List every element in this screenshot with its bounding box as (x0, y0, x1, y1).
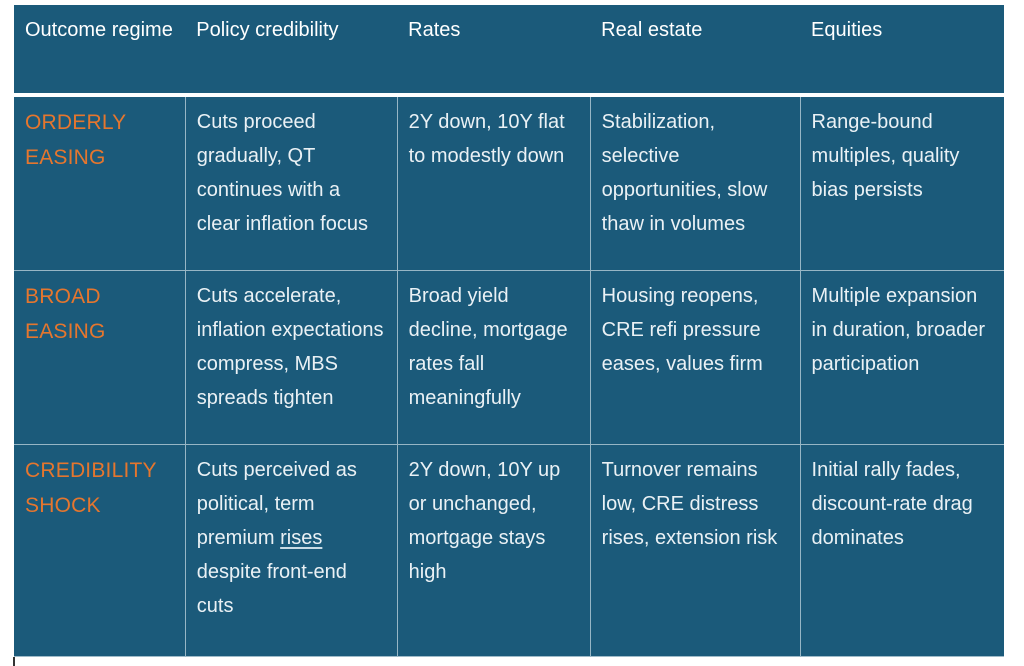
header-row: Outcome regime Policy credibility Rates Rea… (14, 5, 1004, 97)
table-cell: Housing reopens, CRE refi pressure eases… (590, 269, 801, 445)
regime-cell: BROAD EASING (14, 269, 186, 445)
table-row: BROAD EASING Cuts accelerate, inflation e… (14, 269, 1004, 445)
table-cell: Cuts perceived as political, term premiu… (185, 443, 398, 657)
regime-cell: CREDIBILITY SHOCK (14, 443, 186, 657)
table-row: ORDERLY EASING Cuts proceed gradually, QT… (14, 95, 1004, 271)
column-header: Outcome regime (14, 5, 186, 97)
column-header: Equities (800, 5, 1004, 97)
table-cell: Range-bound multiples, quality bias pers… (811, 111, 960, 201)
column-header: Policy credibility (185, 5, 398, 97)
table-body: ORDERLY EASING Cuts proceed gradually, QT… (14, 95, 1004, 657)
table-cell: Cuts accelerate, inflation expectations … (185, 269, 398, 445)
table-cell: Turnover remains low, CRE distress rises… (590, 443, 801, 657)
column-header: Real estate (590, 5, 801, 97)
table-cell: Multiple expansion in duration, broader … (800, 269, 1004, 445)
table-cell: Broad yield decline, mortgage rates fall… (397, 269, 591, 445)
table-row: CREDIBILITY SHOCK Cuts perceived as polit… (14, 443, 1004, 657)
underlined-word: rises (280, 526, 323, 549)
table-cell: 2Y down, 10Y flat to modestly down (397, 95, 591, 271)
table-cell: Initial rally fades, discount-rate drag … (800, 443, 1004, 657)
table-cell: 2Y down, 10Y up or unchanged, mortgage s… (397, 443, 591, 657)
outcome-regime-table: Outcome regime Policy credibility Rates Rea… (14, 5, 1004, 657)
text-cursor[interactable] (13, 657, 15, 666)
column-header: Rates (397, 5, 591, 97)
regime-cell: ORDERLY EASING (14, 95, 186, 271)
table-cell: Cuts proceed gradually, QT continues wit… (185, 95, 398, 271)
table-cell: Stabilization, selective opportunities, … (590, 95, 801, 271)
